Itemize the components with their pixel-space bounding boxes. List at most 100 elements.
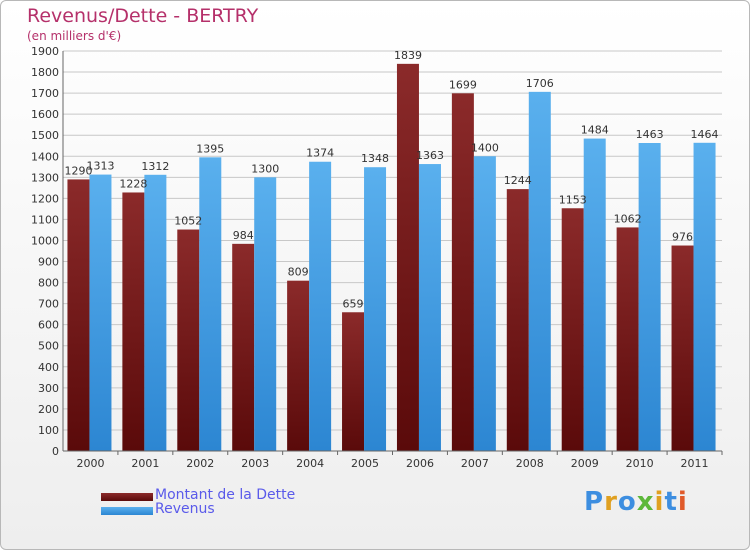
- revenue-bar: [473, 156, 496, 451]
- x-tick-label: 2010: [626, 457, 654, 470]
- revenue-value-label: 1313: [86, 160, 114, 173]
- y-tick-label: 400: [38, 361, 59, 374]
- y-tick-label: 0: [52, 445, 59, 458]
- x-tick-label: 2001: [131, 457, 159, 470]
- logo-letter: i: [677, 487, 688, 517]
- debt-bar: [396, 63, 419, 452]
- debt-value-label: 659: [343, 297, 364, 310]
- y-tick-label: 700: [38, 298, 59, 311]
- x-tick-label: 2009: [571, 457, 599, 470]
- revenue-bar: [89, 174, 112, 451]
- x-tick-label: 2008: [516, 457, 544, 470]
- debt-value-label: 1052: [174, 215, 202, 228]
- y-tick-label: 1700: [31, 87, 59, 100]
- legend-swatch-revenus: [101, 507, 153, 515]
- x-tick-label: 2002: [186, 457, 214, 470]
- x-tick-label: 2005: [351, 457, 379, 470]
- chart-subtitle: (en milliers d'€): [27, 29, 122, 43]
- revenue-value-label: 1374: [306, 147, 334, 160]
- debt-value-label: 976: [672, 231, 693, 244]
- legend-swatch-dette: [101, 493, 153, 501]
- debt-bar: [232, 243, 255, 451]
- debt-bar: [561, 208, 584, 451]
- revenue-bar: [254, 177, 277, 451]
- y-tick-label: 1200: [31, 192, 59, 205]
- debt-bar: [67, 179, 90, 451]
- debt-value-label: 1153: [559, 193, 587, 206]
- debt-bar: [342, 312, 365, 451]
- y-tick-label: 300: [38, 382, 59, 395]
- chart-title: Revenus/Dette - BERTRY: [27, 5, 259, 27]
- debt-bar: [287, 280, 310, 451]
- debt-value-label: 1228: [119, 177, 147, 190]
- x-tick-label: 2003: [241, 457, 269, 470]
- y-tick-label: 1300: [31, 171, 59, 184]
- logo-letter: o: [617, 487, 637, 517]
- revenue-value-label: 1484: [581, 124, 609, 137]
- revenue-value-label: 1706: [526, 77, 554, 90]
- revenue-value-label: 1312: [141, 160, 169, 173]
- revenue-bar: [309, 161, 332, 451]
- y-tick-label: 1600: [31, 108, 59, 121]
- revenue-bar: [418, 164, 441, 452]
- revenue-value-label: 1300: [251, 162, 279, 175]
- x-tick-label: 2000: [76, 457, 104, 470]
- y-tick-label: 900: [38, 256, 59, 269]
- debt-value-label: 1244: [504, 174, 532, 187]
- logo-letter: x: [636, 487, 655, 517]
- debt-bar: [616, 227, 639, 451]
- revenue-bar: [583, 138, 606, 451]
- revenue-value-label: 1363: [416, 149, 444, 162]
- debt-bar: [177, 229, 200, 451]
- logo-letter: r: [604, 487, 618, 517]
- y-tick-label: 600: [38, 319, 59, 332]
- logo-letter: i: [654, 487, 665, 517]
- debt-bar: [122, 192, 145, 451]
- y-tick-label: 1500: [31, 129, 59, 142]
- debt-value-label: 984: [233, 229, 254, 242]
- revenue-value-label: 1463: [636, 128, 664, 141]
- x-tick-label: 2006: [406, 457, 434, 470]
- revenue-bar: [144, 174, 167, 451]
- y-tick-label: 1400: [31, 150, 59, 163]
- revenue-bar: [528, 91, 551, 451]
- debt-value-label: 809: [288, 266, 309, 279]
- x-tick-label: 2004: [296, 457, 324, 470]
- legend-label-revenus: Revenus: [155, 501, 215, 517]
- revenue-value-label: 1464: [691, 128, 719, 141]
- y-tick-label: 1800: [31, 66, 59, 79]
- revenue-bar: [364, 167, 387, 452]
- revenue-value-label: 1400: [471, 141, 499, 154]
- y-tick-label: 800: [38, 277, 59, 290]
- x-tick-label: 2011: [681, 457, 709, 470]
- y-tick-label: 500: [38, 340, 59, 353]
- logo-letter: P: [584, 487, 605, 517]
- revenue-bar: [693, 142, 716, 451]
- debt-bar: [506, 189, 529, 451]
- y-tick-label: 200: [38, 403, 59, 416]
- debt-bar: [451, 93, 474, 451]
- y-tick-label: 1900: [31, 45, 59, 58]
- logo-letter: t: [664, 487, 678, 517]
- revenue-bar: [638, 143, 661, 451]
- y-tick-label: 100: [38, 424, 59, 437]
- axes: 0 100 200 300 400 500 600 700 800 900 1000 1100 1200…: [31, 45, 723, 470]
- debt-value-label: 1290: [64, 164, 92, 177]
- debt-value-label: 1062: [614, 212, 642, 225]
- proxiti-logo: Proxiti: [584, 487, 688, 517]
- revenue-bar: [199, 157, 222, 451]
- debt-value-label: 1839: [394, 49, 422, 62]
- x-tick-label: 2007: [461, 457, 489, 470]
- debt-value-label: 1699: [449, 78, 477, 91]
- bars: [67, 63, 716, 452]
- y-tick-label: 1000: [31, 234, 59, 247]
- revenue-value-label: 1348: [361, 152, 389, 165]
- debt-bar: [671, 245, 694, 451]
- revenue-value-label: 1395: [196, 142, 224, 155]
- grid: [63, 50, 722, 452]
- legend-label-dette: Montant de la Dette: [155, 487, 296, 503]
- y-tick-label: 1100: [31, 213, 59, 226]
